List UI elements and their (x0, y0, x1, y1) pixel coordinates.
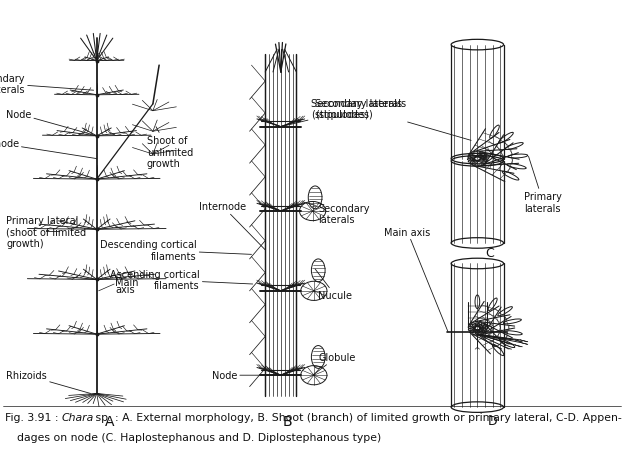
Text: Secondary laterals
(stipulodes): Secondary laterals (stipulodes) (315, 98, 471, 141)
Text: Chara: Chara (61, 412, 94, 422)
Text: Fig. 3.91 :: Fig. 3.91 : (5, 412, 62, 422)
Text: Main: Main (115, 277, 139, 287)
Text: A: A (104, 414, 114, 428)
Text: B: B (282, 414, 292, 428)
Text: axis: axis (115, 285, 135, 295)
Text: Internode: Internode (199, 202, 265, 250)
Text: Primary lateral
(shoot of limited
growth): Primary lateral (shoot of limited growth… (6, 216, 86, 248)
Text: sp. : A. External morphology, B. Shoot (branch) of limited growth or primary lat: sp. : A. External morphology, B. Shoot (… (92, 412, 622, 422)
Text: Secondary laterals
(stipulodes): Secondary laterals (stipulodes) (281, 98, 402, 127)
Text: Descending cortical
filaments: Descending cortical filaments (100, 239, 251, 261)
Text: Node: Node (212, 370, 262, 380)
Text: D: D (488, 415, 498, 427)
Text: Secondary
laterals: Secondary laterals (303, 202, 370, 225)
Text: C: C (485, 246, 494, 259)
Text: Secondary
laterals: Secondary laterals (0, 73, 94, 95)
Text: Nucule: Nucule (315, 269, 352, 301)
Text: Main axis: Main axis (384, 227, 448, 332)
Text: Internode: Internode (0, 138, 97, 159)
Text: Globule: Globule (313, 352, 356, 375)
Text: Rhizoids: Rhizoids (6, 370, 90, 394)
Text: dages on node (C. Haplostephanous and D. Diplostephanous type): dages on node (C. Haplostephanous and D.… (17, 432, 382, 442)
Text: Primary
laterals: Primary laterals (524, 157, 562, 213)
Text: Node: Node (6, 110, 97, 136)
Text: Ascending cortical
filaments: Ascending cortical filaments (110, 269, 253, 291)
Text: Shoot of
unlimited
growth: Shoot of unlimited growth (147, 127, 193, 169)
